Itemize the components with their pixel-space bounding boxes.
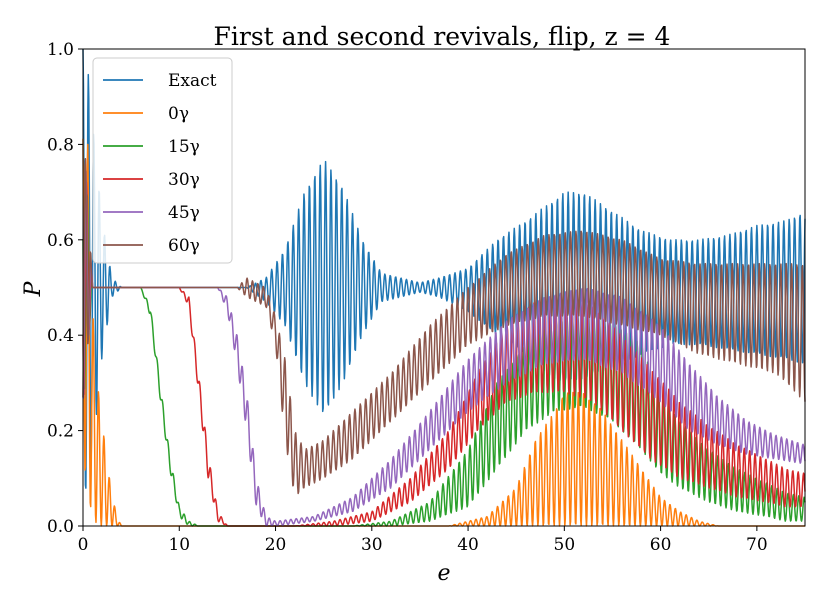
x-tick-label: 70 (746, 535, 768, 555)
y-tick-label: 0.2 (47, 422, 74, 442)
y-axis: 0.0 0.2 0.4 0.6 0.8 1.0 (47, 40, 83, 537)
legend-item-label: 15γ (168, 137, 200, 157)
x-axis: 0 10 20 30 40 50 60 70 (78, 526, 768, 555)
x-tick-label: 50 (554, 535, 576, 555)
x-tick-label: 60 (650, 535, 672, 555)
plot-frame (82, 48, 806, 527)
x-tick-label: 40 (457, 535, 479, 555)
series-line (82, 157, 806, 495)
chart-title: First and second revivals, flip, z = 4 (214, 22, 671, 51)
x-tick-label: 0 (78, 535, 89, 555)
x-axis-label: e (437, 561, 450, 586)
x-tick-label: 20 (265, 535, 287, 555)
x-tick-label: 30 (361, 535, 383, 555)
y-tick-label: 0.6 (47, 231, 74, 251)
y-tick-label: 0.4 (47, 326, 74, 346)
legend-item-label: 30γ (168, 170, 200, 190)
y-tick-label: 0.8 (47, 135, 74, 155)
legend: Exact 0γ 15γ 30γ 45γ 60γ (92, 57, 233, 264)
legend-item-label: Exact (168, 71, 217, 91)
y-axis-label: P (21, 280, 46, 297)
legend-item-label: 0γ (168, 104, 189, 124)
legend-item-label: 45γ (168, 203, 200, 223)
series-line (82, 181, 806, 527)
x-tick-label: 10 (168, 535, 190, 555)
legend-item-label: 60γ (168, 236, 200, 256)
y-tick-label: 1.0 (47, 40, 74, 60)
y-tick-label: 0.0 (47, 517, 74, 537)
